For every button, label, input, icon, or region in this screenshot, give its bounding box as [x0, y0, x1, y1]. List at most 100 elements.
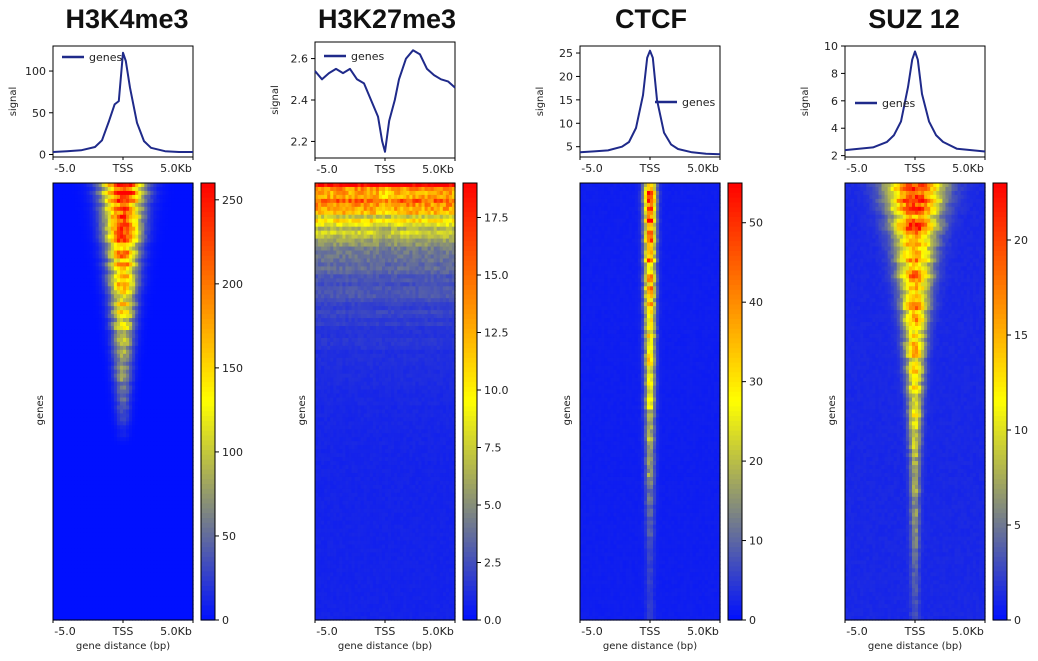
profile-xtick-label: TSS [112, 162, 134, 175]
heatmap-cells [580, 183, 721, 621]
profile-ytick-label: 2 [831, 150, 838, 163]
colorbar-tick-label: 10.0 [484, 384, 509, 397]
colorbar-tick-label: 15 [1014, 329, 1028, 342]
profile-xtick-label: 5.0Kb [687, 162, 719, 175]
panel-suz12: 2 4 6 8 10 signal -5.0 TSS 5.0Kb genes -5.0 TSS 5.0K… [800, 40, 1028, 652]
colorbar-tick-label: 50 [222, 530, 236, 543]
profile-xtick-label: -5.0 [846, 162, 867, 175]
colorbar-tick-label: 20 [1014, 234, 1028, 247]
legend-label: genes [682, 96, 715, 109]
heatmap-xtick-label: -5.0 [316, 625, 337, 638]
profile-ytick-label: 2.6 [291, 53, 309, 66]
profile-ytick-label: 4 [831, 122, 838, 135]
heatmap-xtick-label: TSS [374, 625, 396, 638]
legend-label: genes [89, 51, 122, 64]
colorbar-tick-label: 5 [1014, 519, 1021, 532]
heatmap-cells [315, 183, 456, 621]
profile-ylabel: signal [270, 85, 281, 115]
profile-ytick-label: 2.2 [291, 135, 309, 148]
profile-line [314, 49, 456, 153]
heatmap-xtick-label: TSS [639, 625, 661, 638]
heatmap-cells [53, 183, 194, 621]
panel-ctcf: 5 10 15 20 25 signal -5.0 TSS 5.0Kb genes -5.0 TSS 5… [535, 45, 763, 652]
profile-frame [314, 41, 456, 159]
profile-ylabel: signal [535, 87, 546, 117]
colorbar-tick-label: 17.5 [484, 212, 509, 225]
heatmap-cells [845, 183, 986, 621]
colorbar [463, 183, 477, 621]
heatmap-xtick-label: -5.0 [581, 625, 602, 638]
heatmap-xtick-label: 5.0Kb [422, 625, 454, 638]
profile-xtick-label: 5.0Kb [952, 162, 984, 175]
profile-frame [52, 45, 194, 158]
profile-ytick-label: 20 [559, 70, 573, 83]
heatmap-xtick-label: 5.0Kb [952, 625, 984, 638]
profile-xtick-label: 5.0Kb [160, 162, 192, 175]
profile-ytick-label: 0 [39, 148, 46, 161]
colorbar-tick-label: 0 [222, 614, 229, 627]
profile-xtick-label: TSS [639, 162, 661, 175]
colorbar-frame [200, 182, 216, 621]
profile-ylabel: signal [8, 87, 19, 117]
colorbar-tick-label: 30 [749, 376, 763, 389]
heatmap-xlabel: gene distance (bp) [603, 641, 697, 652]
profile-ytick-label: 100 [25, 65, 46, 78]
heatmap-xlabel: gene distance (bp) [868, 641, 962, 652]
profile-ytick-label: 6 [831, 95, 838, 108]
colorbar-frame [992, 182, 1008, 621]
colorbar-tick-label: 100 [222, 446, 243, 459]
panel-title-suz12: SUZ 12 [804, 4, 1024, 35]
profile-ytick-label: 15 [559, 94, 573, 107]
colorbar-tick-label: 2.5 [484, 557, 502, 570]
profile-ytick-label: 10 [559, 117, 573, 130]
heatmap-ylabel: genes [562, 395, 573, 425]
colorbar-tick-label: 7.5 [484, 442, 502, 455]
profile-ytick-label: 5 [566, 141, 573, 154]
panel-title-h3k27me3: H3K27me3 [277, 4, 497, 35]
heatmap-ylabel: genes [297, 395, 308, 425]
profile-frame [844, 45, 986, 158]
profile-xtick-label: 5.0Kb [422, 163, 454, 176]
profile-ytick-label: 8 [831, 67, 838, 80]
profile-ytick-label: 2.4 [291, 94, 309, 107]
profile-line [579, 49, 721, 156]
profile-ytick-label: 10 [824, 40, 838, 53]
colorbar-tick-label: 10 [1014, 424, 1028, 437]
panel-h3k4me3: 0 50 100 signal -5.0 TSS 5.0Kb genes -5.0 TSS 5.0K… [8, 45, 243, 652]
heatmap-ylabel: genes [35, 395, 46, 425]
colorbar [728, 183, 742, 621]
heatmap-xtick-label: -5.0 [846, 625, 867, 638]
panel-h3k27me3: 2.2 2.4 2.6 signal -5.0 TSS 5.0Kb genes -5.0 TSS 5… [270, 41, 509, 652]
profile-ytick-label: 50 [32, 107, 46, 120]
profile-xtick-label: TSS [374, 163, 396, 176]
profile-ylabel: signal [800, 87, 811, 117]
legend-label: genes [351, 50, 384, 63]
colorbar-frame [727, 182, 743, 621]
colorbar-tick-label: 5.0 [484, 499, 502, 512]
colorbar-tick-label: 0.0 [484, 614, 502, 627]
heatmap-ylabel: genes [827, 395, 838, 425]
profile-xtick-label: -5.0 [316, 163, 337, 176]
colorbar-tick-label: 12.5 [484, 327, 509, 340]
heatmap-xtick-label: -5.0 [54, 625, 75, 638]
colorbar-frame [462, 182, 478, 621]
panel-title-h3k4me3: H3K4me3 [17, 4, 237, 35]
colorbar-tick-label: 0 [1014, 614, 1021, 627]
heatmap-xtick-label: TSS [904, 625, 926, 638]
profile-line [52, 51, 193, 153]
colorbar-tick-label: 0 [749, 614, 756, 627]
legend-label: genes [882, 97, 915, 110]
profile-xtick-label: -5.0 [54, 162, 75, 175]
colorbar-tick-label: 40 [749, 296, 763, 309]
panel-title-ctcf: CTCF [541, 4, 761, 35]
profile-ytick-label: 25 [559, 47, 573, 60]
heatmap-xlabel: gene distance (bp) [76, 641, 170, 652]
heatmap-xlabel: gene distance (bp) [338, 641, 432, 652]
profile-line [844, 50, 986, 153]
colorbar-tick-label: 250 [222, 194, 243, 207]
colorbar-tick-label: 15.0 [484, 269, 509, 282]
colorbar [201, 183, 215, 621]
heatmap-xtick-label: 5.0Kb [687, 625, 719, 638]
profile-frame [579, 45, 721, 158]
heatmap-xtick-label: 5.0Kb [160, 625, 192, 638]
